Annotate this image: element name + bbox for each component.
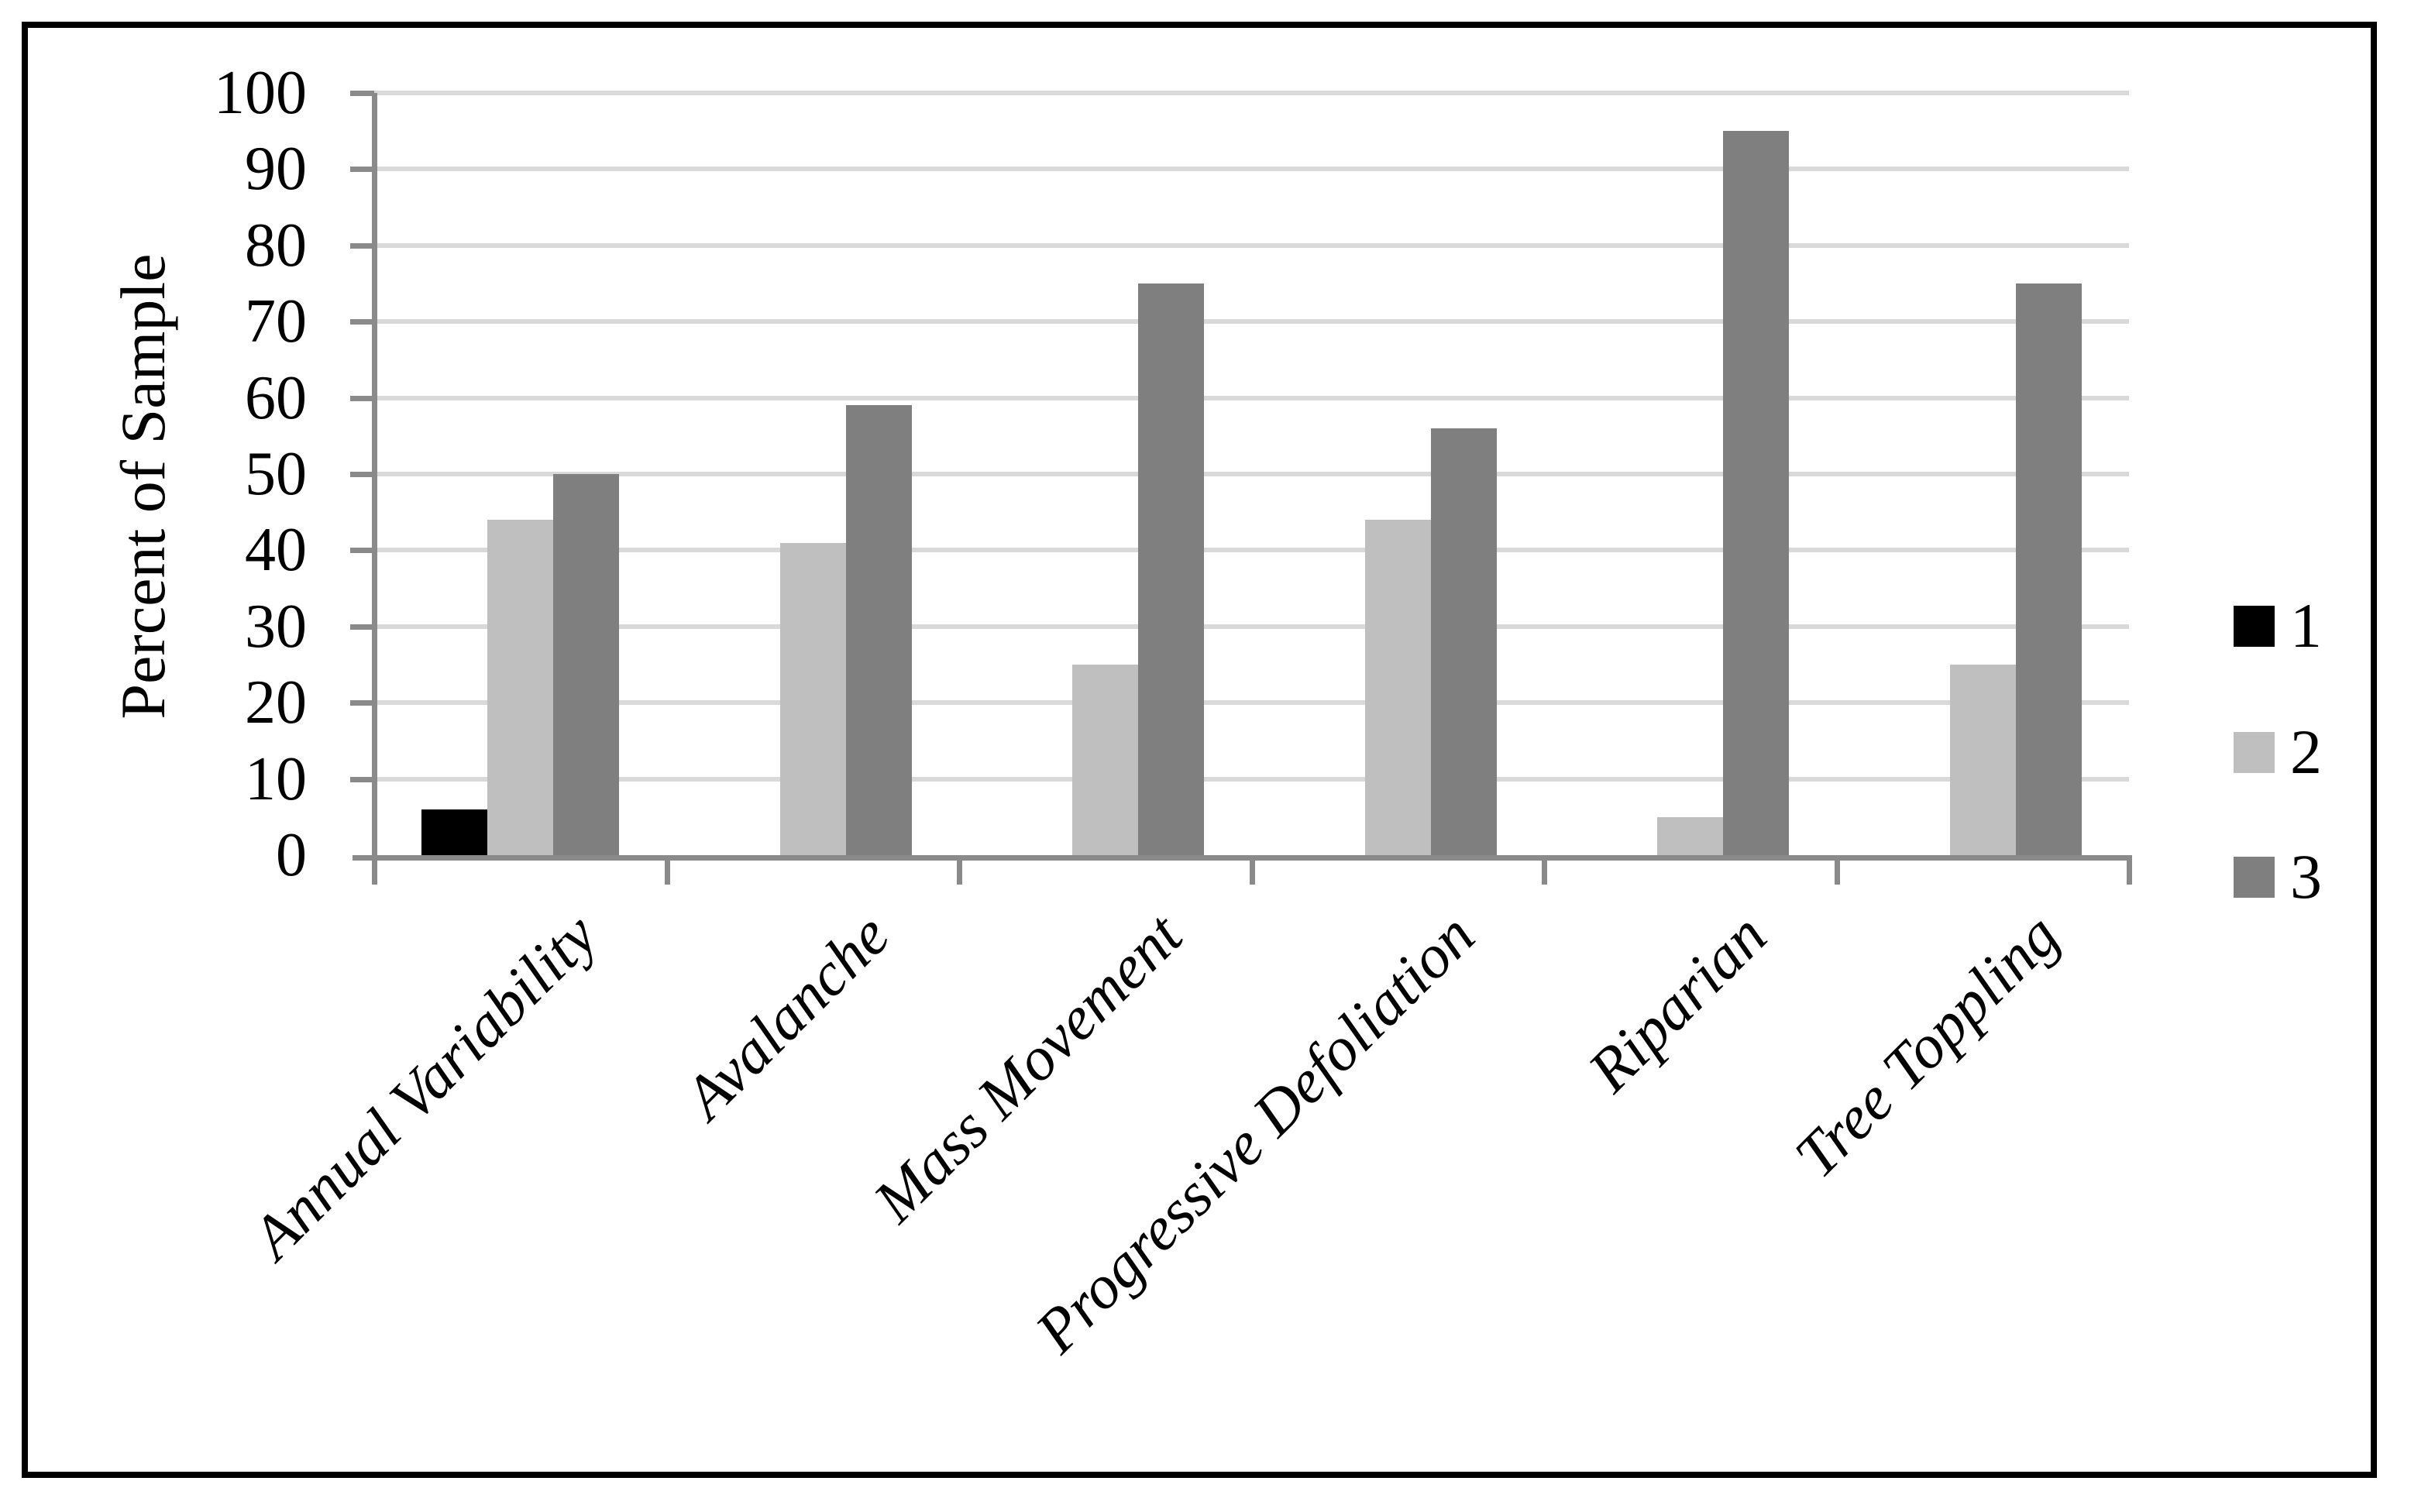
y-axis-tick — [350, 624, 374, 630]
bar-series-3-mass-movement — [1138, 284, 1204, 855]
y-tick-label: 30 — [245, 592, 307, 661]
y-tick-label: 10 — [245, 744, 307, 813]
legend-label-series-1: 1 — [2290, 590, 2322, 661]
x-axis-line — [353, 855, 2132, 861]
x-axis-tick — [1834, 855, 1840, 885]
y-tick-label: 0 — [276, 821, 307, 889]
x-axis-tick — [1249, 855, 1255, 885]
y-tick-label: 60 — [245, 363, 307, 432]
gridline — [374, 91, 2129, 95]
y-axis-tick — [350, 319, 374, 325]
legend-swatch-series-2 — [2234, 731, 2275, 773]
y-axis-tick — [350, 395, 374, 401]
legend-label-series-3: 3 — [2290, 841, 2322, 912]
gridline — [374, 395, 2129, 400]
gridline — [374, 624, 2129, 629]
legend-item: 1 — [2234, 593, 2322, 658]
bar-series-3-riparian — [1723, 131, 1789, 855]
bar-series-3-avalanche — [845, 405, 912, 855]
bar-series-2-annual-variability — [487, 520, 553, 855]
legend-item: 2 — [2234, 720, 2322, 785]
gridline — [374, 472, 2129, 476]
y-axis-line — [372, 93, 377, 883]
x-category-label-tree-toppling: Tree Toppling — [1782, 901, 2072, 1191]
bar-series-2-tree-toppling — [1949, 665, 2016, 855]
bar-series-2-avalanche — [779, 542, 846, 855]
y-axis-tick — [350, 472, 374, 477]
x-category-label-riparian: Riparian — [1576, 901, 1780, 1105]
x-axis-tick — [2127, 855, 2132, 885]
x-axis-tick — [1542, 855, 1547, 885]
legend-swatch-series-1 — [2234, 605, 2275, 647]
gridline — [374, 319, 2129, 325]
y-axis-tick — [350, 548, 374, 554]
bar-series-3-progressive-defoliation — [1430, 428, 1497, 855]
gridline — [374, 242, 2129, 248]
x-axis-tick — [372, 855, 377, 885]
y-tick-label: 50 — [245, 440, 307, 508]
x-axis-tick — [957, 855, 962, 885]
gridline — [374, 776, 2129, 782]
y-axis-tick — [350, 167, 374, 173]
bar-series-1-annual-variability — [421, 809, 487, 855]
bar-series-2-mass-movement — [1072, 665, 1138, 855]
gridline — [374, 700, 2129, 706]
y-tick-label: 100 — [214, 59, 307, 127]
y-axis-tick — [350, 776, 374, 782]
gridline — [374, 167, 2129, 172]
y-tick-label: 90 — [245, 135, 307, 204]
legend-swatch-series-3 — [2234, 856, 2275, 898]
y-tick-label: 40 — [245, 516, 307, 585]
y-axis-tick — [350, 91, 374, 96]
bar-series-3-tree-toppling — [2015, 284, 2082, 855]
gridline — [374, 548, 2129, 553]
bar-series-2-riparian — [1657, 816, 1723, 855]
y-axis-tick — [350, 242, 374, 249]
x-category-label-annual-variability: Annual Variability — [239, 901, 610, 1273]
y-tick-label: 20 — [245, 668, 307, 737]
y-tick-label: 70 — [245, 287, 307, 356]
bar-series-3-annual-variability — [553, 474, 619, 855]
legend-item: 3 — [2234, 844, 2322, 909]
legend-label-series-2: 2 — [2290, 716, 2322, 787]
bar-series-2-progressive-defoliation — [1364, 520, 1431, 855]
x-category-label-avalanche: Avalanche — [672, 901, 903, 1132]
x-category-label-mass-movement: Mass Movement — [860, 901, 1195, 1235]
y-axis-tick — [350, 700, 374, 706]
y-tick-label: 80 — [245, 211, 307, 280]
x-axis-tick — [664, 855, 670, 885]
